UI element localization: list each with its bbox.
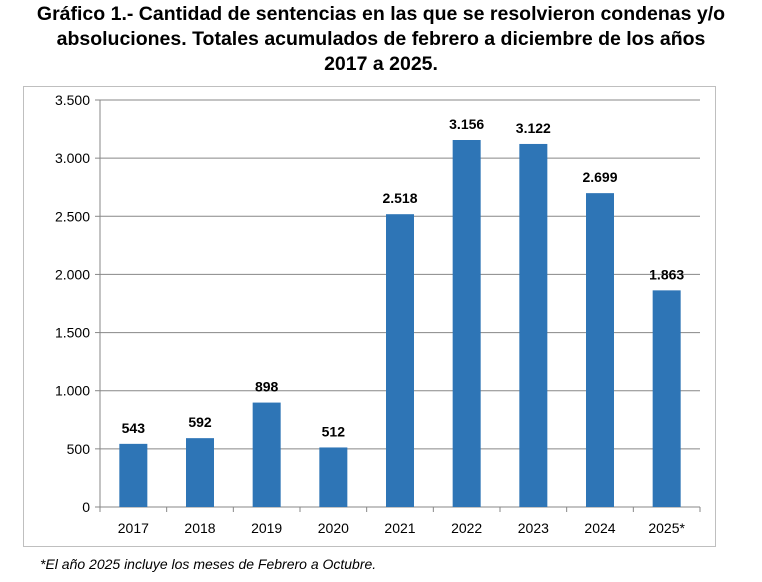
title-line-3: 2017 a 2025. [324,53,438,75]
x-tick-label-2019: 2019 [251,520,282,536]
x-tick-label-2025*: 2025* [648,520,685,536]
x-tick-label-2017: 2017 [118,520,149,536]
y-tick-label: 500 [67,441,91,457]
bar-2024 [586,193,614,508]
data-label-2023: 3.122 [516,120,551,136]
bar-2019 [252,402,281,507]
x-tick-label-2018: 2018 [184,520,215,536]
data-label-2019: 898 [255,379,279,395]
bar-2018 [186,438,214,507]
x-tick-label-2021: 2021 [384,520,415,536]
y-tick-label: 3.000 [55,150,90,166]
data-label-2025*: 1.863 [649,266,684,282]
bar-2023 [519,143,548,507]
x-tick-label-2020: 2020 [318,520,349,536]
x-tick-label-2024: 2024 [584,520,615,536]
bar-2020 [319,447,348,507]
bar-2022 [452,140,481,507]
title-line-1: Gráfico 1.- Cantidad de sentencias en la… [36,3,726,25]
data-label-2018: 592 [188,414,212,430]
bar-2017 [119,443,148,507]
x-tick-label-2022: 2022 [451,520,482,536]
chart-title: Gráfico 1.- Cantidad de sentencias en la… [0,2,762,77]
footnote: *El año 2025 incluye los meses de Febrer… [40,556,377,572]
bar-2021 [386,214,414,507]
y-tick-label: 0 [82,499,90,515]
data-label-2022: 3.156 [449,116,484,132]
title-line-2: absoluciones. Totales acumulados de febr… [56,28,706,50]
y-tick-label: 1.500 [55,325,90,341]
y-tick-label: 1.000 [55,383,90,399]
bar-2025* [652,290,681,507]
data-label-2024: 2.699 [582,169,617,185]
data-label-2017: 543 [122,420,146,436]
chart-frame [23,86,716,547]
y-tick-label: 2.500 [55,208,90,224]
y-tick-label: 2.000 [55,266,90,282]
data-label-2021: 2.518 [382,190,417,206]
x-tick-label-2023: 2023 [518,520,549,536]
y-tick-label: 3.500 [55,92,90,108]
data-label-2020: 512 [322,423,346,439]
